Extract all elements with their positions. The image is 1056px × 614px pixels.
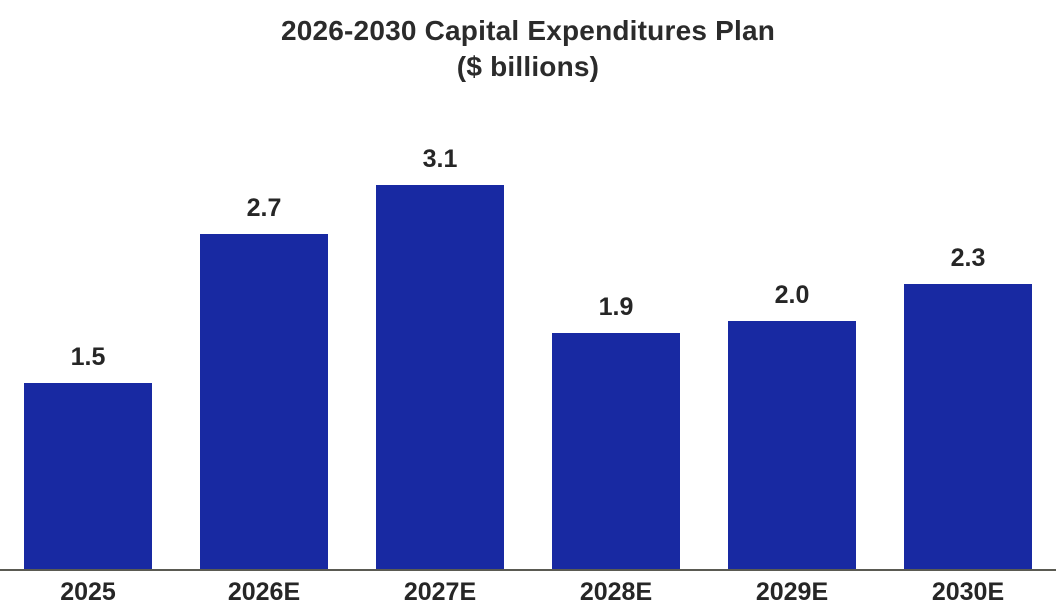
bar-column: 1.9 bbox=[528, 295, 704, 569]
bar-value-label: 3.1 bbox=[422, 145, 458, 173]
bar-column: 2.3 bbox=[880, 246, 1056, 569]
bar bbox=[200, 234, 328, 569]
bar-column: 2.0 bbox=[704, 283, 880, 569]
x-tick-label: 2029E bbox=[755, 578, 829, 606]
x-tick-label: 2027E bbox=[403, 578, 477, 606]
bar bbox=[728, 321, 856, 569]
plot-area: 1.5 2.7 3.1 1.9 2.0 2.3 bbox=[0, 145, 1056, 569]
x-axis-tick-labels: 2025 2026E 2027E 2028E 2029E 2030E bbox=[0, 571, 1056, 607]
x-tick-label: 2026E bbox=[227, 578, 301, 606]
bar-value-label: 2.3 bbox=[950, 244, 986, 272]
x-tick-label: 2028E bbox=[579, 578, 653, 606]
chart-subtitle: ($ billions) bbox=[456, 51, 600, 82]
bar bbox=[552, 333, 680, 569]
bar-column: 2.7 bbox=[176, 196, 352, 569]
bar-value-label: 2.0 bbox=[774, 281, 810, 309]
bar-value-label: 2.7 bbox=[246, 194, 282, 222]
bar-column: 1.5 bbox=[0, 345, 176, 569]
x-tick-label: 2025 bbox=[60, 578, 116, 606]
chart-title: 2026-2030 Capital Expenditures Plan bbox=[280, 15, 776, 46]
bar-column: 3.1 bbox=[352, 147, 528, 569]
bar-value-label: 1.5 bbox=[70, 343, 106, 371]
bar bbox=[24, 383, 152, 569]
bar bbox=[376, 185, 504, 569]
x-axis-line bbox=[0, 569, 1056, 571]
chart-title-block: 2026-2030 Capital Expenditures Plan ($ b… bbox=[0, 0, 1056, 85]
bar bbox=[904, 284, 1032, 569]
x-tick-label: 2030E bbox=[931, 578, 1005, 606]
bar-value-label: 1.9 bbox=[598, 293, 634, 321]
